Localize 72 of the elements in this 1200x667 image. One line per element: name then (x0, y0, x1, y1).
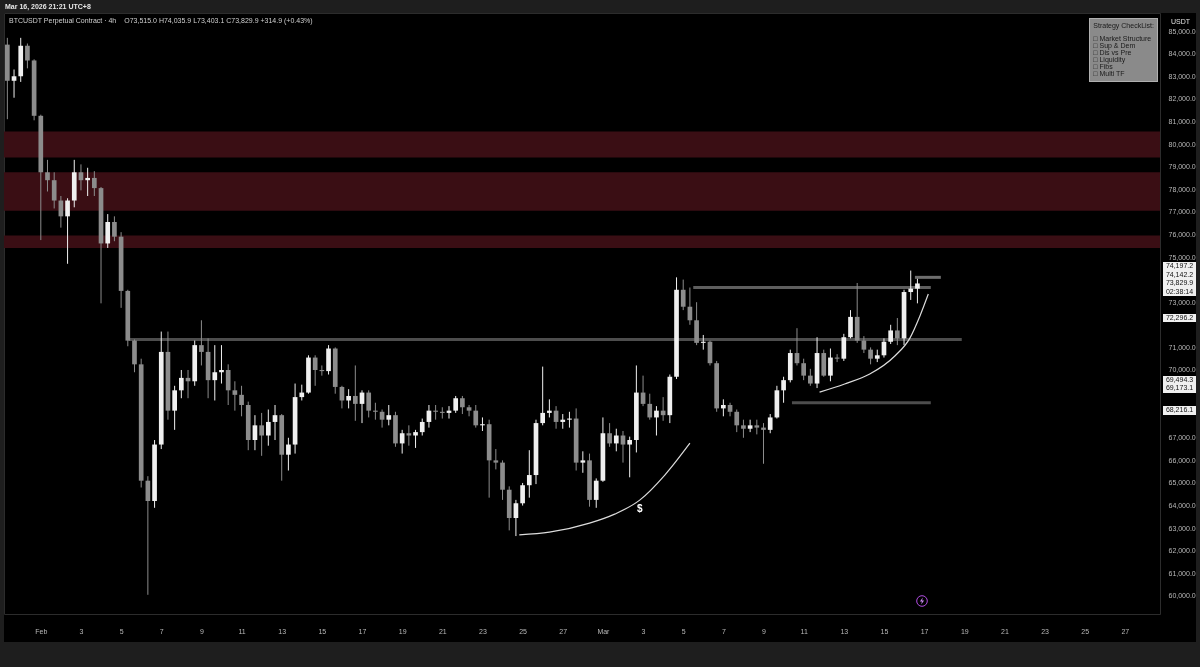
candlestick (286, 437, 291, 472)
candlestick (908, 270, 914, 301)
candlestick (45, 159, 50, 192)
candlestick (593, 477, 599, 509)
candlestick (734, 409, 740, 433)
line-series (818, 293, 929, 393)
candlestick (466, 404, 472, 417)
candlestick (848, 309, 853, 339)
candlestick (386, 404, 392, 426)
candlestick (580, 450, 586, 474)
candlestick (11, 68, 17, 99)
candlestick (199, 319, 204, 366)
candlestick (65, 197, 70, 265)
candlestick (854, 282, 860, 344)
candlestick (567, 411, 572, 429)
candlestick (647, 393, 653, 421)
candlestick (613, 428, 619, 452)
candlestick (112, 215, 117, 242)
candlestick (265, 409, 271, 447)
candlestick (178, 369, 184, 399)
candlestick (473, 404, 479, 429)
candlestick (219, 344, 224, 385)
candlestick (828, 348, 833, 382)
candlestick (747, 419, 753, 433)
candlestick (105, 213, 111, 249)
candlestick (694, 301, 699, 346)
candlestick (51, 171, 57, 209)
candlestick (680, 279, 686, 311)
candlestick (212, 344, 218, 401)
candlestick (607, 422, 612, 448)
candlestick (132, 338, 137, 373)
candlestick (493, 448, 499, 470)
candlestick (654, 405, 659, 437)
candlestick (259, 412, 264, 457)
candlestick (761, 422, 766, 465)
candlestick (767, 413, 773, 434)
candlestick (841, 333, 847, 362)
candlestick (366, 389, 372, 418)
candlestick (399, 429, 405, 455)
candlestick (526, 449, 532, 499)
candlestick (326, 344, 331, 375)
annotation: $ (636, 503, 643, 515)
candlestick (627, 436, 633, 478)
candlestick (480, 416, 485, 432)
candlestick (232, 380, 238, 412)
candlestick (520, 482, 525, 507)
candlestick (413, 429, 418, 449)
candlestick (439, 406, 445, 420)
candlestick (92, 170, 97, 197)
candlestick (540, 366, 546, 426)
candlestick (547, 398, 552, 418)
candlestick (801, 358, 807, 381)
candlestick (888, 324, 893, 345)
candlestick (741, 419, 746, 439)
candlestick (239, 385, 244, 417)
candlestick (225, 363, 231, 406)
candlestick (25, 43, 30, 69)
candlestick (172, 385, 177, 431)
candlestick (700, 334, 706, 351)
candlestick (346, 388, 351, 409)
candlestick (781, 376, 786, 404)
candlestick (85, 167, 90, 197)
candlestick (312, 354, 318, 387)
candlestick (352, 364, 358, 422)
candlestick (373, 402, 378, 421)
candlestick (460, 395, 465, 415)
candlestick (895, 317, 900, 346)
candlestick (821, 349, 827, 378)
candlestick (433, 404, 438, 421)
candlestick (915, 278, 920, 304)
candlestick (406, 424, 412, 447)
line-series (518, 442, 691, 536)
